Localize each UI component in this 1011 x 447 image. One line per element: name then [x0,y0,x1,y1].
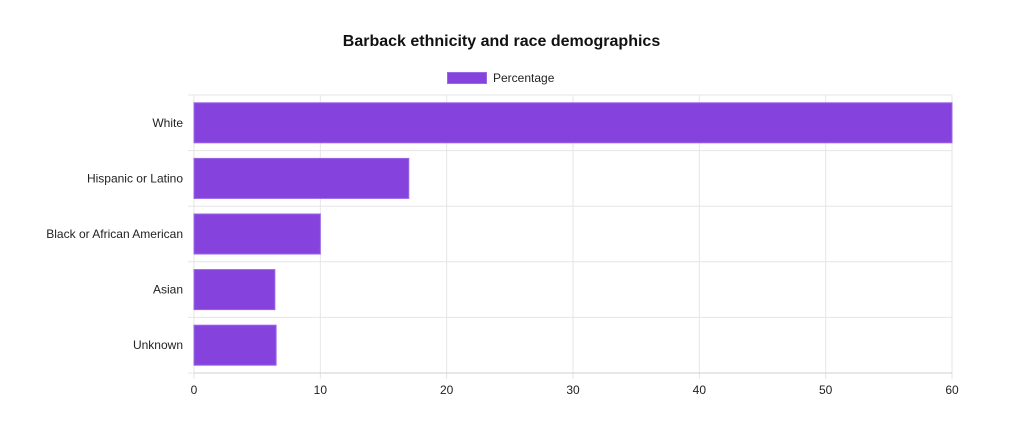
bar-asian[interactable] [193,269,276,311]
x-tick-label: 50 [819,383,833,397]
bar-hispanic-or-latino[interactable] [193,157,410,199]
x-tick-label: 0 [191,383,198,397]
bar-layer [193,102,953,366]
legend[interactable]: Percentage [447,71,554,85]
y-axis-labels: White Hispanic or Latino Black or African … [46,116,183,352]
bar-unknown[interactable] [193,324,277,366]
x-tick-label: 30 [566,383,580,397]
chart-title: Barback ethnicity and race demographics [342,33,661,50]
x-tick-label: 60 [945,383,959,397]
legend-label: Percentage [493,71,555,85]
y-tick-label: Asian [153,283,183,297]
x-axis-labels: 0 10 20 30 40 50 60 [191,383,959,397]
y-tick-label: Hispanic or Latino [87,171,183,185]
x-tick-label: 10 [314,383,328,397]
y-tick-label: Black or African American [46,227,183,241]
legend-swatch [447,72,487,84]
x-tick-label: 40 [693,383,707,397]
y-tick-label: Unknown [133,338,183,352]
y-tick-label: White [152,116,183,130]
x-tick-label: 20 [440,383,454,397]
bar-black-or-african-american[interactable] [193,213,321,255]
bar-white[interactable] [193,102,953,144]
